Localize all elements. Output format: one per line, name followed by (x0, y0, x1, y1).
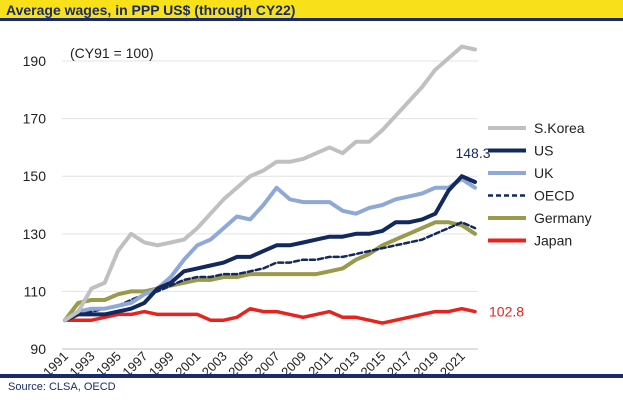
y-tick-label: 190 (23, 53, 47, 69)
legend-label-oecd: OECD (534, 188, 574, 204)
y-tick-label: 110 (24, 283, 47, 299)
legend-label-germany: Germany (534, 210, 592, 226)
legend-label-uk: UK (534, 165, 554, 181)
series-line-us (63, 174, 477, 323)
index-note: (CY91 = 100) (70, 45, 154, 61)
bottom-rule (0, 374, 623, 378)
annotation-japan: 102.8 (489, 304, 524, 320)
annotation-us: 148.3 (455, 145, 490, 161)
y-tick-label: 150 (23, 168, 47, 184)
legend-label-us: US (534, 143, 553, 159)
annotations: 148.3 102.8 (455, 145, 524, 320)
series-line-uk (63, 177, 477, 323)
y-axis-ticks: 90 110 130 150 170 190 (23, 53, 47, 357)
series-lines (63, 44, 477, 325)
title-bar: Average wages, in PPP US$ (through CY22) (0, 0, 623, 21)
series-line-skorea (63, 44, 477, 323)
source-note: Source: CLSA, OECD (8, 381, 116, 393)
legend-label-skorea: S.Korea (534, 120, 585, 136)
series-line-japan (63, 306, 477, 325)
chart-title: Average wages, in PPP US$ (through CY22) (6, 2, 296, 18)
y-tick-label: 90 (30, 341, 46, 357)
y-tick-label: 170 (23, 111, 47, 127)
series-line-oecd (63, 221, 477, 322)
legend: S.Korea US UK OECD Germany Japan (488, 120, 592, 249)
y-tick-label: 130 (23, 226, 47, 242)
legend-label-japan: Japan (534, 233, 572, 249)
series-line-germany (63, 220, 477, 323)
